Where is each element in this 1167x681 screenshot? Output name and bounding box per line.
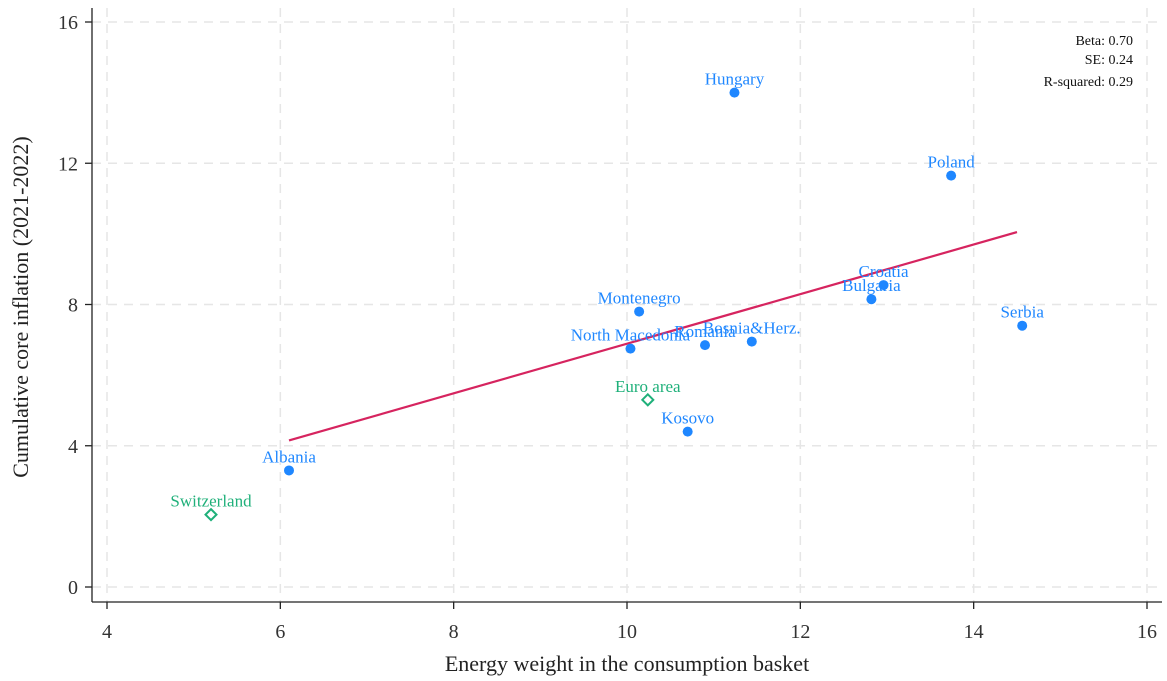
point-poland: [946, 170, 957, 181]
label-bosnia-herz: Bosnia&Herz.: [703, 319, 801, 338]
label-croatia: Croatia: [859, 262, 909, 281]
point-hungary: [729, 87, 740, 98]
x-tick-label: 16: [1137, 621, 1157, 643]
x-tick-label: 10: [617, 621, 637, 643]
point-serbia: [1017, 320, 1028, 331]
y-tick-label: 12: [58, 153, 78, 175]
point-kosovo: [682, 426, 693, 437]
y-axis-title: Cumulative core inflation (2021-2022): [8, 136, 33, 478]
se-stat: SE: 0.24: [1085, 53, 1133, 68]
x-tick-label: 12: [790, 621, 810, 643]
point-switzerland: [204, 507, 218, 522]
label-poland: Poland: [928, 153, 976, 172]
x-tick-label: 8: [449, 621, 459, 643]
x-tick-label: 4: [102, 621, 112, 643]
y-tick-label: 4: [68, 436, 78, 458]
label-switzerland: Switzerland: [170, 492, 252, 511]
label-montenegro: Montenegro: [598, 289, 681, 308]
label-romania: Romania: [674, 322, 736, 341]
r-squared-stat: R-squared: 0.29: [1044, 75, 1133, 90]
point-croatia: [878, 280, 889, 291]
fit-layer: [288, 231, 1018, 442]
point-bosnia-herz: [746, 336, 757, 347]
y-tick-label: 8: [68, 295, 78, 317]
label-north-macedonia: North Macedonia: [571, 326, 691, 345]
label-bulgaria: Bulgaria: [842, 276, 901, 295]
axes-layer: 4 6 8 10 12 14 16 0 4 8 12 16: [58, 8, 1162, 643]
y-tick-label: 16: [58, 12, 78, 34]
point-albania: [284, 465, 294, 476]
point-euro-area: [640, 392, 655, 407]
point-montenegro: [634, 306, 645, 317]
point-north-macedonia: [625, 343, 636, 354]
y-tick-label: 0: [68, 577, 78, 599]
label-kosovo: Kosovo: [661, 409, 714, 428]
grid-layer: [92, 8, 1162, 602]
point-bulgaria: [866, 294, 877, 305]
x-tick-label: 14: [964, 621, 984, 643]
label-euro-area: Euro area: [615, 377, 681, 396]
points-layer: [204, 87, 1028, 522]
label-albania: Albania: [262, 447, 316, 466]
x-tick-label: 6: [275, 621, 285, 643]
beta-stat: Beta: 0.70: [1075, 34, 1133, 49]
label-serbia: Serbia: [1000, 303, 1044, 322]
fitted-line: [288, 231, 1018, 442]
label-hungary: Hungary: [705, 70, 765, 89]
point-romania: [700, 340, 710, 351]
x-axis-title: Energy weight in the consumption basket: [445, 651, 809, 676]
